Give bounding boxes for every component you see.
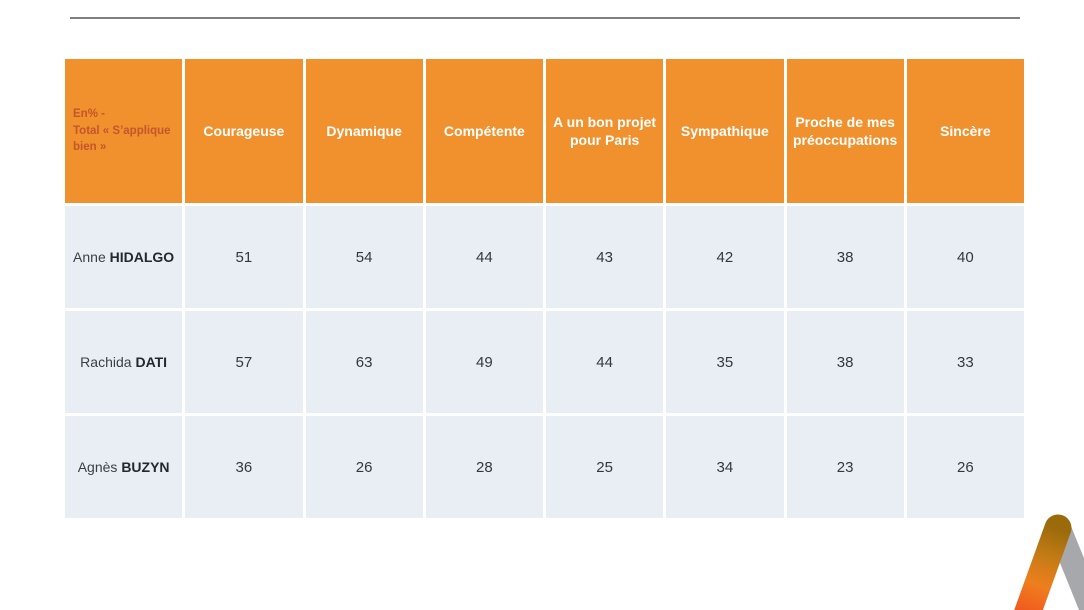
last-name: HIDALGO xyxy=(109,249,175,265)
column-header-courageuse: Courageuse xyxy=(185,59,303,203)
table-corner-label: En% - Total « S’applique bien » xyxy=(65,59,183,203)
value-cell: 23 xyxy=(786,416,904,518)
first-name: Rachida xyxy=(80,354,132,370)
column-header-sincere: Sincère xyxy=(906,59,1024,203)
value-cell: 54 xyxy=(305,206,423,308)
value-cell: 26 xyxy=(305,416,423,518)
column-header-dynamique: Dynamique xyxy=(305,59,423,203)
results-table: En% - Total « S’applique bien » Courageu… xyxy=(65,59,1024,518)
value-cell: 51 xyxy=(185,206,303,308)
value-cell: 34 xyxy=(666,416,784,518)
column-header-sympathique: Sympathique xyxy=(666,59,784,203)
column-header-bon-projet: A un bon projet pour Paris xyxy=(546,59,664,203)
brand-lambda-logo-icon xyxy=(1014,514,1084,610)
value-cell: 36 xyxy=(185,416,303,518)
row-label-hidalgo: Anne HIDALGO xyxy=(65,206,183,308)
value-cell: 38 xyxy=(786,311,904,413)
value-cell: 40 xyxy=(906,206,1024,308)
value-cell: 44 xyxy=(546,311,664,413)
value-cell: 57 xyxy=(185,311,303,413)
row-label-buzyn: Agnès BUZYN xyxy=(65,416,183,518)
value-cell: 33 xyxy=(906,311,1024,413)
value-cell: 35 xyxy=(666,311,784,413)
row-label-dati: Rachida DATI xyxy=(65,311,183,413)
value-cell: 49 xyxy=(425,311,543,413)
last-name: DATI xyxy=(135,354,168,370)
value-cell: 44 xyxy=(425,206,543,308)
value-cell: 63 xyxy=(305,311,423,413)
last-name: BUZYN xyxy=(121,459,170,475)
value-cell: 26 xyxy=(906,416,1024,518)
column-header-preoccupations: Proche de mes préoccupations xyxy=(786,59,904,203)
value-cell: 43 xyxy=(546,206,664,308)
first-name: Agnès xyxy=(77,459,118,475)
first-name: Anne xyxy=(73,249,106,265)
column-header-competente: Compétente xyxy=(425,59,543,203)
top-divider-line xyxy=(70,17,1020,19)
value-cell: 42 xyxy=(666,206,784,308)
value-cell: 28 xyxy=(425,416,543,518)
value-cell: 38 xyxy=(786,206,904,308)
value-cell: 25 xyxy=(546,416,664,518)
